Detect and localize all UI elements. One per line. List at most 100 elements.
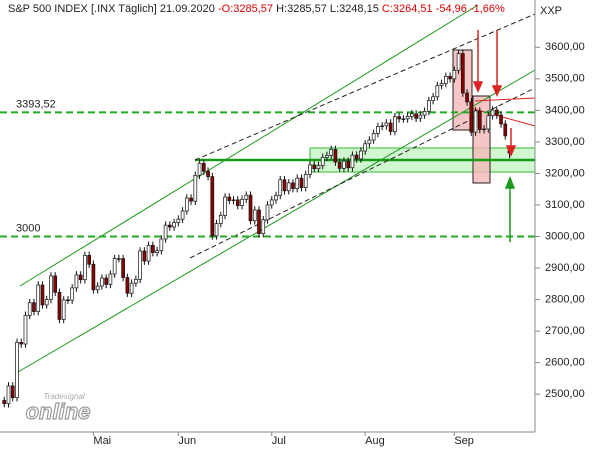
candle-body [401,118,406,121]
candle-body [91,263,96,291]
candle-body [482,128,486,131]
candle-body [367,139,372,145]
candle-body [376,126,380,134]
candle-body [32,302,36,312]
candle-body [286,182,291,192]
candle-body [201,162,206,172]
candle-body [486,115,491,130]
candle-body [278,179,283,196]
candle-body [380,125,384,127]
arrow-up [504,175,516,242]
candle-body [325,155,329,158]
candle-body [252,209,257,222]
arrows-down [472,30,517,157]
arrow-head [472,81,484,93]
trend-line [17,69,536,373]
candle-body [350,154,355,169]
candle-body [197,162,202,176]
candle-body [78,274,83,281]
candle-body [265,204,270,221]
candle-body [180,210,185,220]
candle-body [231,199,236,202]
candle-body [70,287,75,301]
candle-body [320,156,325,166]
candle-body [240,198,244,206]
candle-body [163,224,168,240]
y-tick-label: 3100,00 [545,199,585,211]
candle-body [316,165,321,170]
candle-body [100,277,104,287]
x-tick-label: Aug [365,435,385,447]
candle-body [108,273,113,285]
candle-body [490,109,495,117]
candle-body [146,244,151,262]
candle-body [10,385,15,398]
y-tick-label: 3400,00 [545,104,585,116]
candle-body [295,177,300,189]
candle-body [410,113,414,117]
candle-body [44,299,49,306]
candle-body [83,255,87,281]
candle-body [193,174,198,202]
candles [2,49,512,408]
candle-body [431,96,435,101]
candle-body [159,238,164,252]
candle-body [274,195,278,201]
candle-body [448,75,452,80]
candle-body [342,160,346,169]
candle-body [19,342,24,345]
candle-body [388,122,393,132]
y-tick-label: 2500,00 [545,388,585,400]
candle-body [125,277,130,294]
candle-body [176,218,181,223]
y-tick-label: 3200,00 [545,167,585,179]
candle-body [189,197,193,202]
candle-body [269,199,274,206]
candle-body [23,314,28,345]
level-label: 3393,52 [16,98,56,110]
header-title: S&P 500 INDEX [.INX Täglich] [8,3,157,15]
candle-body [257,209,261,235]
x-tick-label: Sep [454,435,474,447]
candle-body [36,284,41,312]
candle-body [477,110,482,130]
candle-body [6,385,11,404]
candle-body [49,275,53,300]
candle-body [337,161,342,169]
y-tick-label: 3600,00 [545,41,585,53]
candle-body [397,116,401,120]
candle-body [117,258,121,260]
candle-body [121,258,125,278]
annotations-front: S&P 500 INDEX [.INX Täglich] 21.09.2020 … [8,3,562,425]
candle-body [499,114,503,125]
candle-body [469,101,474,133]
level-label: 3000 [16,222,40,234]
watermark: Tradesignal [43,392,84,401]
candle-body [329,149,334,156]
y-tick-label: 3500,00 [545,73,585,85]
candle-body [214,223,219,237]
watermark: online [26,399,91,424]
candle-body [87,255,92,265]
candle-body [363,143,367,152]
candle-body [57,291,62,320]
candle-body [303,174,308,188]
x-tick-label: Jul [272,435,286,447]
candle-body [142,250,147,262]
candle-body [15,342,19,398]
candle-body [206,170,210,177]
candle-body [112,258,117,275]
axis-label: XXP [540,5,562,17]
candle-body [439,83,444,86]
candle-body [168,224,172,228]
candle-body [2,400,7,404]
candle-body [155,250,159,253]
candle-body [393,116,397,132]
candle-body [261,219,266,235]
candle-body [308,164,312,175]
candle-body [227,196,232,201]
resistance-line [474,97,536,102]
candle-body [435,85,440,98]
header-high-low: H:3285,57 L:3248,15 [276,3,379,15]
